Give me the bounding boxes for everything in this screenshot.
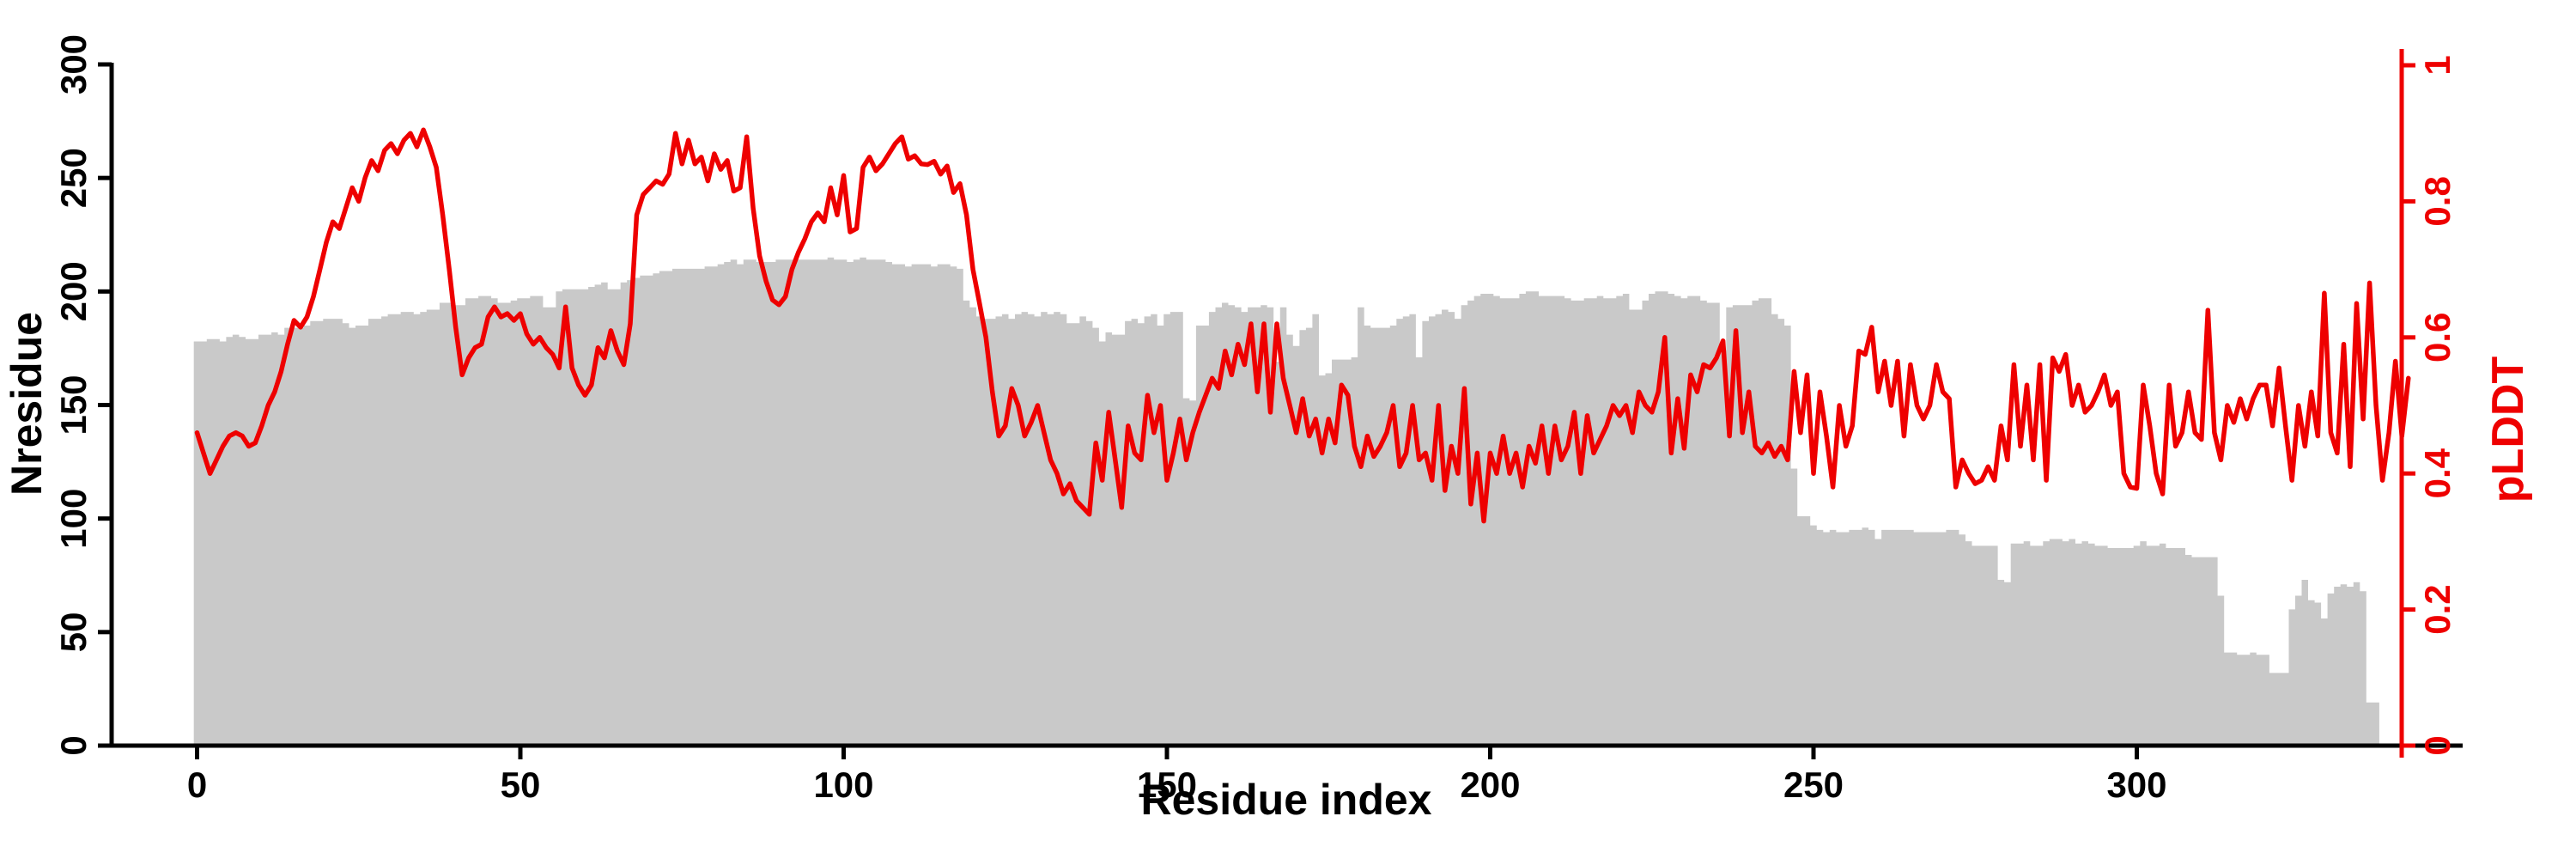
left-tick-label: 100 xyxy=(53,489,94,549)
plddt-line-path xyxy=(194,127,2411,524)
left-tick-label: 250 xyxy=(53,148,94,208)
left-axis-title: Nresidue xyxy=(3,312,51,496)
right-tick-label: 0 xyxy=(2417,735,2458,755)
x-tick-label: 200 xyxy=(1460,765,1520,805)
right-axis-title: pLDDT xyxy=(2483,356,2533,503)
x-tick-label: 300 xyxy=(2106,765,2166,805)
x-tick-label: 100 xyxy=(813,765,873,805)
x-axis-title: Residue index xyxy=(1141,776,1432,824)
nresidue-bars-series xyxy=(193,257,2379,746)
nresidue-bars-path xyxy=(193,257,2379,746)
left-tick-label: 50 xyxy=(53,612,94,652)
x-tick-label: 150 xyxy=(1137,765,1197,805)
left-tick-label: 150 xyxy=(53,375,94,435)
right-tick-label: 0.6 xyxy=(2417,313,2458,362)
x-tick-label: 250 xyxy=(1783,765,1844,805)
x-tick-label: 0 xyxy=(187,765,207,805)
x-tick-label: 50 xyxy=(501,765,541,805)
right-tick-label: 0.2 xyxy=(2417,584,2458,634)
plddt-line-series xyxy=(194,127,2411,524)
left-tick-label: 300 xyxy=(53,34,94,94)
left-tick-label: 200 xyxy=(53,261,94,321)
right-tick-label: 0.8 xyxy=(2417,176,2458,226)
right-tick-label: 0.4 xyxy=(2417,448,2458,498)
left-tick-label: 0 xyxy=(53,735,94,755)
right-tick-label: 1 xyxy=(2417,55,2458,75)
axes: 0 50 100 150 200 250 300 0 50 100 150 200 250 300 0 0.2… xyxy=(53,34,2463,805)
